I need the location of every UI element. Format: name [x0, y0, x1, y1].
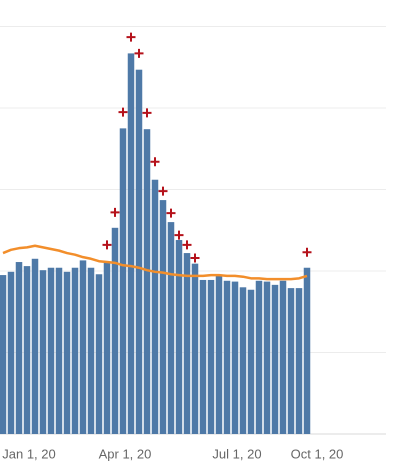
bar [231, 281, 239, 434]
bar [247, 289, 255, 434]
bar [39, 270, 47, 434]
outlier-marker [302, 247, 312, 257]
bar [31, 258, 39, 434]
bar [239, 287, 247, 434]
outlier-marker [174, 230, 184, 240]
bar [63, 271, 71, 434]
moving-average-line [2, 244, 308, 281]
bar [191, 263, 199, 434]
bar [95, 274, 103, 434]
x-tick-label: Jul 1, 20 [212, 446, 261, 461]
bar [295, 288, 303, 434]
bar [263, 281, 271, 434]
bar [167, 222, 175, 434]
outlier-marker [182, 240, 192, 250]
outlier-marker [142, 108, 152, 118]
bar [287, 288, 295, 434]
bar [71, 267, 79, 434]
bar [199, 279, 207, 434]
outlier-marker [126, 32, 136, 42]
x-tick-label: Oct 1, 20 [291, 446, 344, 461]
outlier-marker [150, 157, 160, 167]
bar [127, 53, 135, 435]
bar [215, 275, 223, 434]
x-tick-label: Jan 1, 20 [2, 446, 56, 461]
x-tick-label: Apr 1, 20 [99, 446, 152, 461]
outlier-marker [110, 207, 120, 217]
bar [271, 284, 279, 434]
bar [255, 280, 263, 434]
bar [175, 240, 183, 434]
bar [23, 266, 31, 434]
bar [159, 200, 167, 434]
bar [79, 260, 87, 434]
bar [55, 267, 63, 434]
bar [207, 279, 215, 434]
bar [7, 271, 15, 434]
bar [111, 227, 119, 434]
bar [183, 253, 191, 434]
outlier-marker [190, 253, 200, 263]
outlier-marker [102, 240, 112, 250]
bar [143, 129, 151, 434]
bar [119, 128, 127, 434]
bar [47, 267, 55, 434]
bar [279, 280, 287, 434]
bar [87, 267, 95, 434]
bar [15, 262, 23, 434]
outlier-marker [134, 48, 144, 58]
bar [223, 280, 231, 434]
bar [151, 179, 159, 434]
bar [103, 262, 111, 434]
bar [0, 275, 7, 434]
bar [303, 267, 311, 434]
outlier-marker [166, 208, 176, 218]
outlier-marker [158, 186, 168, 196]
outlier-marker [118, 107, 128, 117]
bar [135, 69, 143, 434]
